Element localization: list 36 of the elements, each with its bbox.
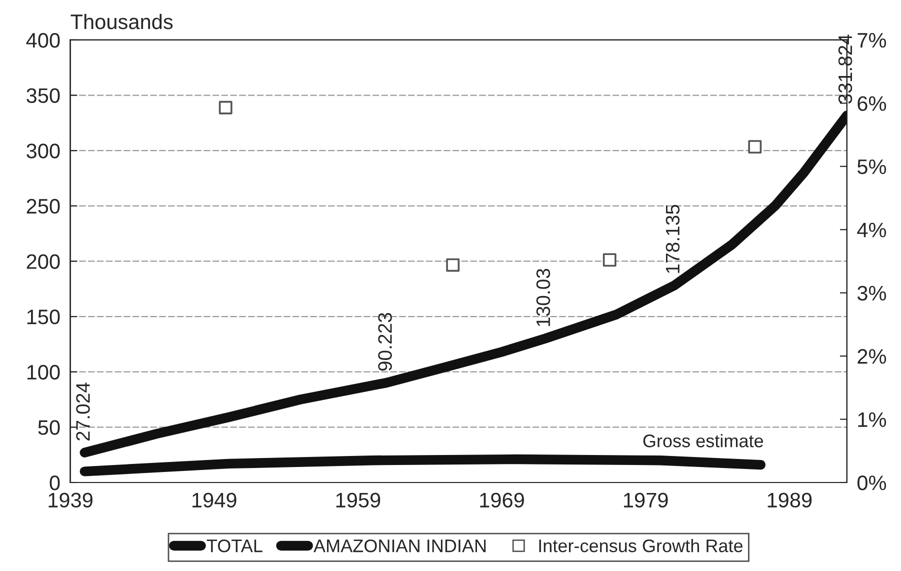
x-tick-label: 1979 <box>624 492 668 508</box>
y-tick-label: 50 <box>38 420 60 435</box>
y2-tick-label: 1% <box>858 412 886 427</box>
y-tick-label: 200 <box>26 254 60 269</box>
y-tick-label: 250 <box>26 198 60 214</box>
y2-tick-label: 5% <box>857 160 886 174</box>
y-tick-label: 350 <box>26 88 60 104</box>
y-tick-label: 300 <box>26 144 60 158</box>
annotation: Gross estimate <box>643 434 764 448</box>
legend-label: Inter-census Growth Rate <box>539 538 743 552</box>
data-label: 178.135 <box>666 204 680 273</box>
y-tick-label: 400 <box>26 32 60 48</box>
data-label: 90.223 <box>378 312 392 371</box>
y2-tick-label: 2% <box>858 349 886 364</box>
x-tick-label: 1989 <box>768 492 812 508</box>
y-tick-label: 100 <box>27 364 60 380</box>
y2-tick-label: 4% <box>857 222 886 238</box>
y-tick-label: 150 <box>27 310 60 324</box>
y2-tick-label: 6% <box>858 96 886 111</box>
x-tick-label: 1939 <box>48 492 92 508</box>
point <box>218 100 232 114</box>
x-tick-label: 1959 <box>336 492 380 508</box>
y-axis-title: Thousands <box>70 14 173 30</box>
legend-label: AMAZONIAN INDIAN <box>314 539 486 552</box>
point <box>748 140 762 154</box>
y2-tick-label: 7% <box>858 33 886 48</box>
y2-tick-label: 3% <box>857 286 886 301</box>
legend-label: TOTAL <box>206 539 262 552</box>
y2-tick-label: 0% <box>857 475 886 490</box>
data-label: 130.03 <box>536 268 550 326</box>
x-tick-label: 1949 <box>192 492 236 508</box>
point <box>446 258 460 272</box>
point <box>602 253 616 267</box>
data-label: 27.024 <box>76 382 90 441</box>
y-tick-label: 0 <box>50 475 60 490</box>
x-tick-label: 1969 <box>480 492 524 508</box>
